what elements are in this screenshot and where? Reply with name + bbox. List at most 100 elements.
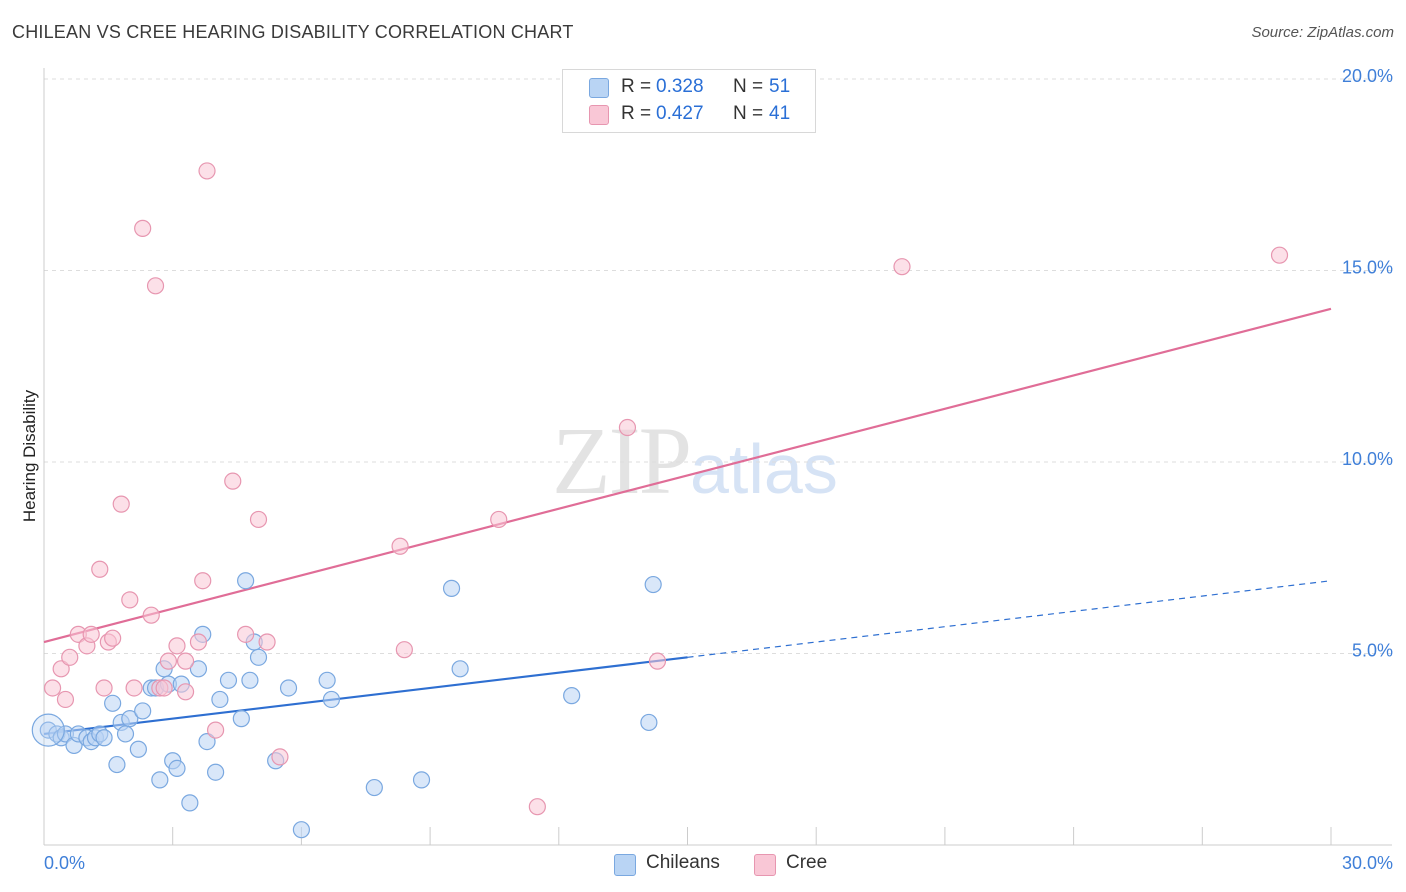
point-cree <box>112 495 130 513</box>
grid <box>44 78 1392 654</box>
y-tick-label: 20.0% <box>1342 66 1393 86</box>
chart-title: CHILEAN VS CREE HEARING DISABILITY CORRE… <box>12 22 574 42</box>
point-cree <box>168 637 186 655</box>
point-cree <box>207 721 225 739</box>
point-chileans <box>237 572 255 590</box>
point-chileans <box>181 794 199 812</box>
point-chileans-cluster <box>31 713 65 747</box>
point-chileans <box>207 763 225 781</box>
y-axis-label: Hearing Disability <box>20 389 39 522</box>
point-chileans <box>95 729 113 747</box>
x-tick-label: 30.0% <box>1342 853 1393 873</box>
point-cree <box>155 679 173 697</box>
point-chileans <box>108 755 126 774</box>
legend-r-value: 0.328 <box>656 76 704 97</box>
point-chileans <box>322 690 341 709</box>
bottom-legend-swatch-cree <box>754 854 776 876</box>
point-cree <box>82 625 100 643</box>
point-cree <box>146 277 165 295</box>
data-points <box>31 162 1289 839</box>
point-chileans <box>189 660 208 678</box>
x-tick-label: 0.0% <box>44 853 85 873</box>
point-chileans <box>279 679 298 697</box>
point-chileans <box>442 579 461 597</box>
legend-n-label: N = <box>733 76 764 97</box>
point-chileans <box>644 575 662 594</box>
point-chileans <box>640 713 658 732</box>
point-cree <box>56 690 75 709</box>
point-chileans <box>104 694 122 712</box>
y-tick-label: 10.0% <box>1342 449 1393 469</box>
point-cree <box>648 652 667 670</box>
point-chileans <box>451 660 469 678</box>
y-tick-label: 15.0% <box>1342 258 1393 278</box>
point-chileans <box>151 771 169 789</box>
trend-line-chileans <box>43 656 688 736</box>
point-chileans <box>563 687 581 705</box>
trend-line-chileans-extension <box>687 580 1332 658</box>
point-cree <box>142 606 160 624</box>
point-chileans <box>412 771 431 789</box>
point-cree <box>249 510 268 529</box>
point-cree <box>258 633 276 651</box>
point-cree <box>61 648 79 666</box>
point-cree <box>121 591 139 609</box>
point-cree <box>52 660 70 678</box>
point-cree <box>490 510 508 529</box>
axes <box>43 68 1392 846</box>
point-cree <box>91 560 109 578</box>
point-chileans <box>365 778 383 797</box>
source-label: Source: ZipAtlas.com <box>1251 24 1394 41</box>
point-cree <box>95 679 113 697</box>
legend-r-value: 0.427 <box>656 103 704 124</box>
trend-line-cree <box>43 307 1332 644</box>
legend-r-label: R = <box>621 103 652 124</box>
point-cree <box>194 572 212 590</box>
point-chileans <box>232 710 250 728</box>
point-cree <box>224 472 242 490</box>
legend-n-value: 51 <box>769 76 791 97</box>
point-chileans <box>318 671 336 689</box>
bottom-legend-label-cree: Cree <box>786 852 828 873</box>
point-chileans <box>121 710 139 728</box>
legend-swatch-cree <box>589 105 609 125</box>
legend-swatch-chileans <box>589 78 609 98</box>
stats-legend: R = 0.328 N = 51 R = 0.427 N = 41 <box>562 69 816 133</box>
bottom-legend-swatch-chileans <box>614 854 636 876</box>
bottom-legend-label-chileans: Chileans <box>646 852 720 873</box>
point-cree <box>134 219 152 237</box>
point-cree <box>189 633 208 651</box>
point-chileans <box>249 648 268 666</box>
point-cree <box>176 683 195 701</box>
legend-r-label: R = <box>621 76 652 97</box>
legend-n-value: 41 <box>769 103 791 124</box>
point-cree <box>237 625 255 643</box>
point-chileans <box>116 725 135 743</box>
point-cree <box>391 537 409 555</box>
point-chileans <box>219 671 238 689</box>
point-cree <box>43 679 62 697</box>
point-chileans <box>292 821 310 839</box>
point-cree <box>1270 246 1289 264</box>
trend-lines <box>43 307 1332 736</box>
point-cree <box>528 798 546 816</box>
point-cree <box>104 629 122 647</box>
point-cree <box>176 652 195 670</box>
point-cree <box>893 258 911 276</box>
legend-n-label: N = <box>733 103 764 124</box>
point-cree <box>618 418 637 437</box>
point-chileans <box>211 690 229 709</box>
point-cree <box>198 162 216 180</box>
point-chileans <box>168 759 186 778</box>
point-chileans <box>241 671 259 689</box>
tick-labels: 5.0% 10.0% 15.0% 20.0% 0.0% 30.0% Hearing Disa… <box>20 66 1393 873</box>
y-tick-label: 5.0% <box>1352 641 1393 661</box>
point-cree <box>159 652 178 670</box>
point-cree <box>125 679 143 697</box>
point-chileans <box>134 702 152 720</box>
point-cree <box>271 748 289 766</box>
point-chileans <box>129 740 147 758</box>
point-chileans <box>198 732 216 751</box>
point-cree <box>395 641 413 659</box>
